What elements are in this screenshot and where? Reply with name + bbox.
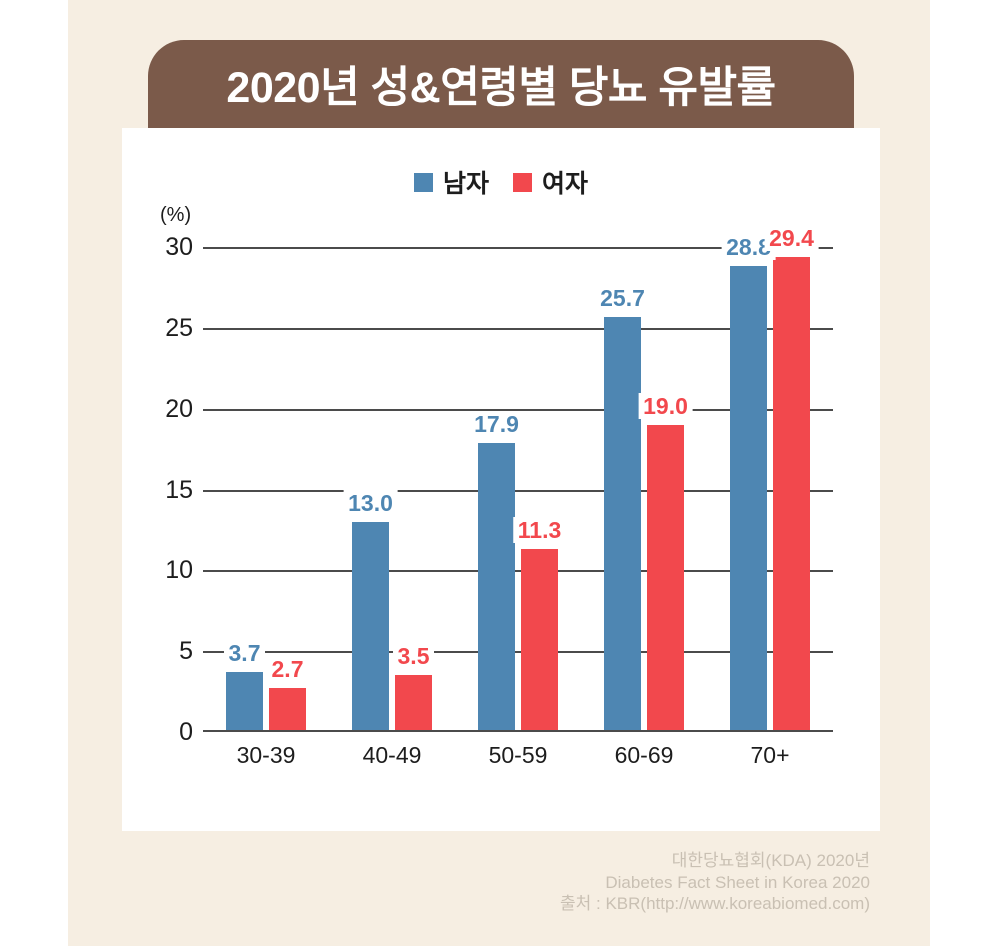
- value-female-50-59: 11.3: [512, 517, 567, 544]
- y-tick-label-15: 15: [165, 475, 193, 504]
- bar-male-50-59: [478, 442, 515, 732]
- value-female-30-39: 2.7: [266, 656, 309, 683]
- gridline-25: [203, 327, 833, 330]
- legend-label-male: 남자: [442, 170, 489, 198]
- source-line-3: 출처 : KBR(http://www.koreabiomed.com): [560, 894, 870, 913]
- x-tick-label-50-59: 50-59: [488, 742, 548, 768]
- y-tick-label-10: 10: [165, 556, 193, 585]
- x-axis: 30-39 40-49 50-59 60-69 70+: [203, 742, 833, 782]
- bar-female-40-49: [395, 675, 432, 732]
- x-tick-label-60-69: 60-69: [614, 742, 674, 768]
- value-female-40-49: 3.5: [392, 643, 435, 670]
- y-tick-label-5: 5: [179, 637, 193, 666]
- gridline-15: [203, 489, 833, 492]
- male-color-swatch: [413, 172, 433, 192]
- value-male-60-69: 25.7: [595, 284, 650, 311]
- y-axis: 30 25 20 15 10 5 0: [122, 128, 193, 831]
- value-female-60-69: 19.0: [638, 392, 693, 419]
- bar-male-30-39: [226, 672, 263, 732]
- source-line-2: Diabetes Fact Sheet in Korea 2020: [605, 872, 870, 892]
- plot-area: 3.7 2.7 13.0 3.5 17.9 11.3 25.7 19.0 28.8 29.4: [203, 224, 833, 732]
- bar-female-30-39: [269, 688, 306, 732]
- y-tick-label-20: 20: [165, 394, 193, 423]
- chart-legend: 남자 여자: [122, 164, 880, 200]
- x-axis-line: [203, 730, 833, 732]
- value-male-50-59: 17.9: [469, 410, 524, 437]
- bar-male-70+: [730, 266, 767, 732]
- gridline-30: [203, 247, 833, 249]
- female-color-swatch: [513, 172, 532, 192]
- gridline-20: [203, 408, 833, 411]
- bar-female-70+: [773, 256, 810, 732]
- legend-label-female: 여자: [542, 170, 589, 198]
- legend-item-female: 여자: [513, 164, 588, 200]
- value-male-30-39: 3.7: [223, 640, 266, 667]
- x-tick-label-30-39: 30-39: [236, 742, 296, 768]
- y-tick-label-30: 30: [165, 233, 193, 261]
- value-male-40-49: 13.0: [343, 489, 398, 516]
- source-line-1: 대한당뇨협회(KDA) 2020년: [671, 851, 870, 870]
- legend-item-male: 남자: [413, 164, 489, 200]
- bar-male-60-69: [604, 316, 641, 732]
- y-tick-label-0: 0: [179, 718, 193, 746]
- gridline-5: [203, 651, 833, 654]
- page-title: 2020년 성&연령별 당뇨 유발률: [226, 64, 776, 112]
- bar-female-60-69: [647, 424, 684, 732]
- bar-male-40-49: [352, 521, 389, 732]
- bar-female-50-59: [521, 549, 558, 732]
- x-tick-label-70+: 70+: [750, 742, 790, 768]
- chart-panel: 남자 여자 (%) 30 25 20 15 10 5 0 3.7 2.7 13.0 3.5 17.9…: [122, 128, 880, 831]
- title-banner: 2020년 성&연령별 당뇨 유발률: [148, 40, 854, 128]
- value-female-70+: 29.4: [764, 224, 819, 251]
- gridline-10: [203, 570, 833, 573]
- y-tick-label-25: 25: [165, 313, 193, 342]
- source-attribution: 대한당뇨협회(KDA) 2020년 Diabetes Fact Sheet in…: [560, 850, 870, 915]
- x-tick-label-40-49: 40-49: [362, 742, 422, 768]
- y-axis-unit-label: (%): [160, 204, 192, 226]
